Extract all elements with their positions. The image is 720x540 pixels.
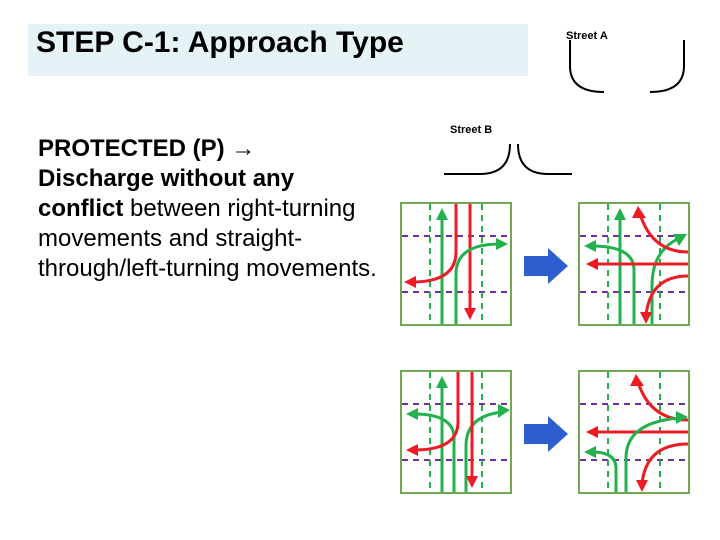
label-street-a: Street A: [566, 30, 608, 42]
panel-r2c1: [400, 370, 512, 494]
page-title: STEP C-1: Approach Type: [36, 26, 404, 60]
streetB-icon: [444, 138, 572, 178]
panel-r1c1-svg: [402, 204, 510, 324]
panel-r1c2-svg: [580, 204, 688, 324]
panel-r1c2: [578, 202, 690, 326]
body-text: PROTECTED (P) → Discharge without any co…: [38, 134, 378, 284]
label-street-b: Street B: [450, 124, 492, 136]
panel-r1c1: [400, 202, 512, 326]
block-arrow-1: [522, 246, 570, 286]
panel-r2c2-svg: [580, 372, 688, 492]
block-arrow-2: [522, 414, 570, 454]
panel-r2c1-svg: [402, 372, 510, 492]
panel-r2c2: [578, 370, 690, 494]
streetA-icon: [562, 40, 692, 100]
